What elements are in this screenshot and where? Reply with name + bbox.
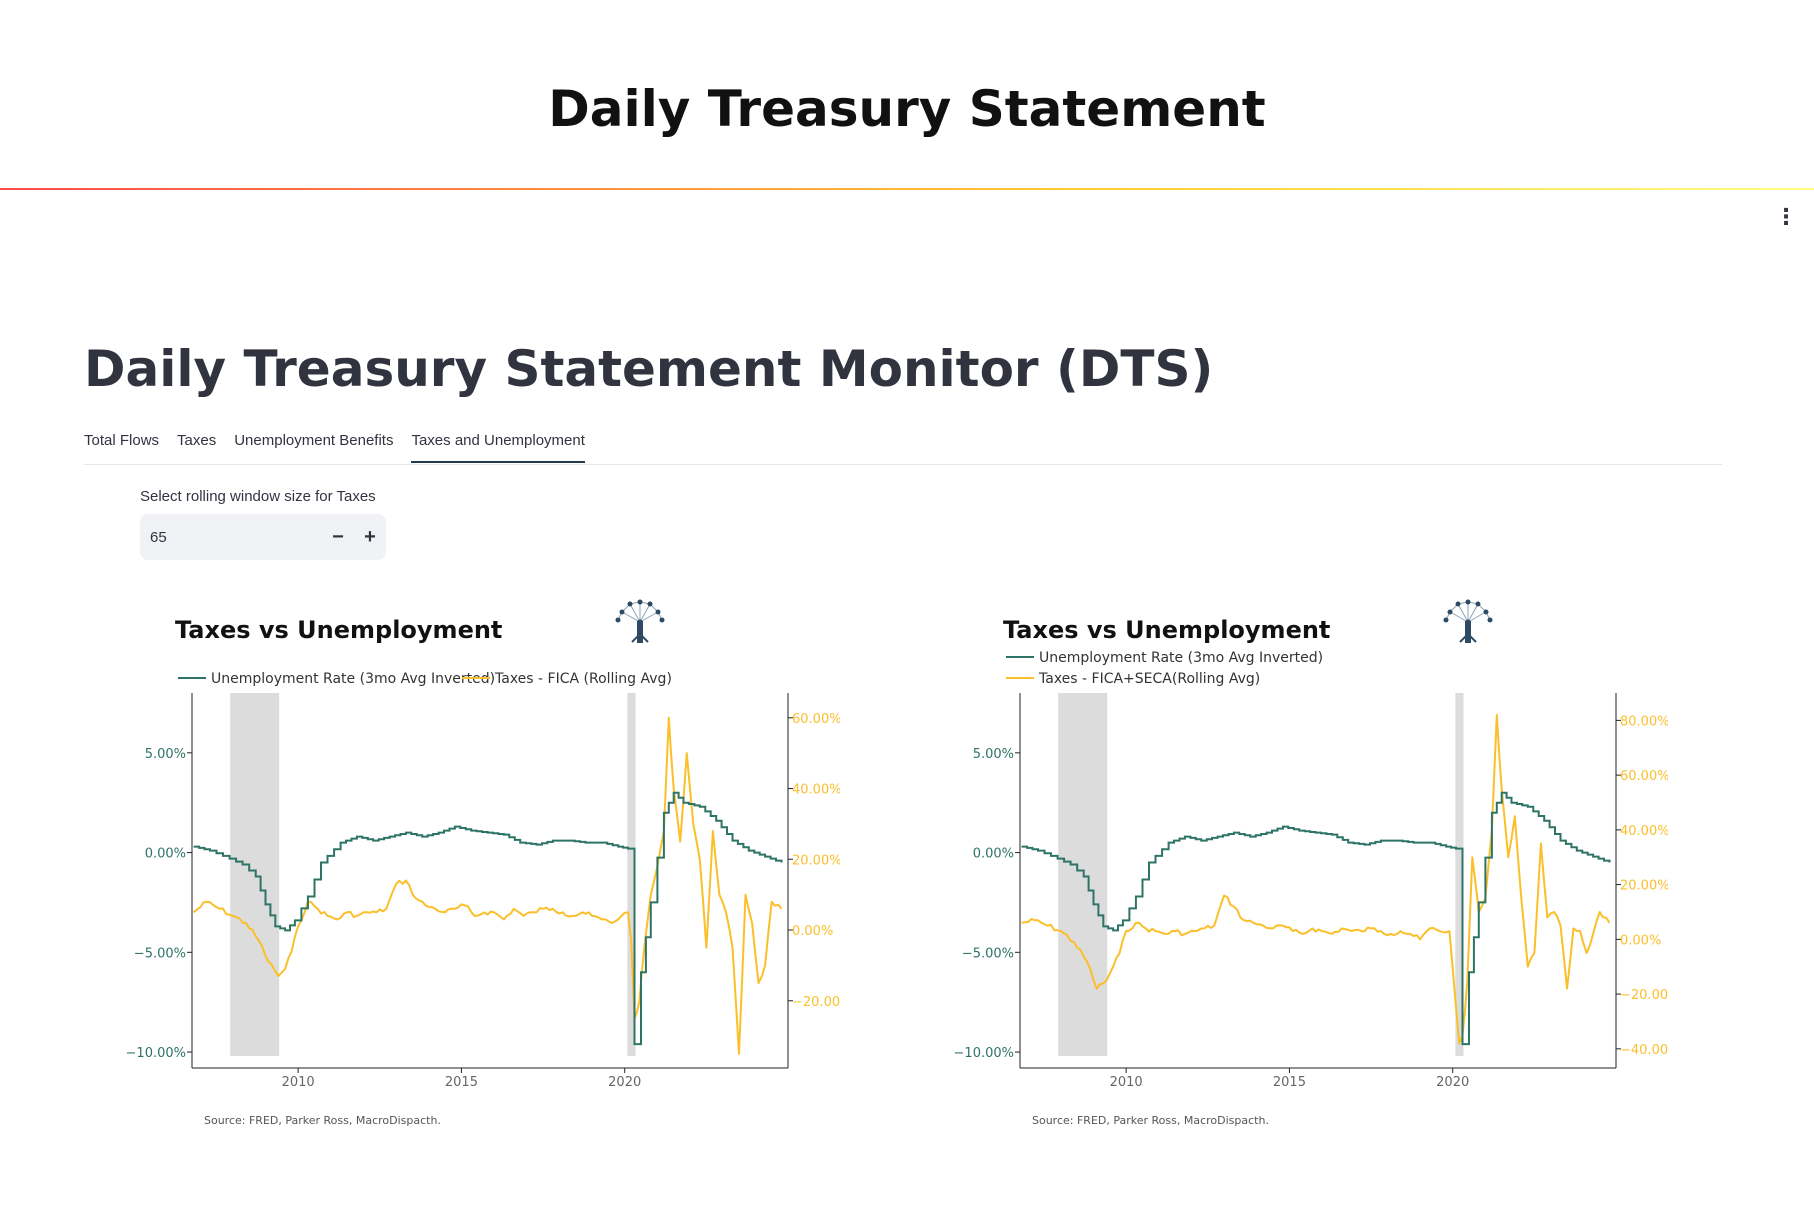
x-tick-label: 2010 (282, 1075, 315, 1090)
tab-unemployment-benefits[interactable]: Unemployment Benefits (234, 432, 394, 449)
x-tick-label: 2015 (445, 1075, 478, 1090)
rolling-window-input[interactable] (140, 527, 322, 547)
kebab-menu-icon[interactable]: ⋮ (1775, 204, 1797, 229)
tree-network-logo-icon (615, 599, 665, 643)
y-right-tick-label: 0.00% (792, 924, 833, 939)
tab-taxes-and-unemployment[interactable]: Taxes and Unemployment (411, 428, 585, 463)
series-line-taxes (192, 716, 783, 1055)
decrement-button[interactable]: − (332, 525, 344, 548)
y-left-tick-label: 5.00% (973, 747, 1014, 762)
tree-trunk (1459, 621, 1477, 643)
chart-source-note: Source: FRED, Parker Ross, MacroDispacth… (1032, 1114, 1269, 1127)
rolling-window-stepper: − + (140, 514, 386, 560)
y-left-tick-label: −5.00% (962, 946, 1014, 961)
chart-taxes-fica: Taxes vs Unemployment Unemployment Rate (… (120, 590, 840, 1140)
y-left-tick-label: 0.00% (973, 847, 1014, 862)
legend-label-taxes: Taxes - FICA+SECA(Rolling Avg) (1038, 671, 1260, 687)
y-left-tick-label: −10.00% (954, 1046, 1014, 1061)
legend-label-taxes: Taxes - FICA (Rolling Avg) (494, 671, 672, 687)
y-right-tick-label: 40.00% (792, 783, 840, 798)
chart-title: Taxes vs Unemployment (1003, 616, 1330, 644)
y-right-tick-label: 0.00% (1620, 933, 1661, 948)
y-left-tick-label: −5.00% (134, 946, 186, 961)
y-left-tick-label: 0.00% (145, 847, 186, 862)
legend-label-unemployment: Unemployment Rate (3mo Avg Inverted) (1039, 650, 1323, 666)
y-right-tick-label: −20.00% (1620, 988, 1668, 1003)
tab-total-flows[interactable]: Total Flows (84, 432, 160, 449)
rolling-window-label: Select rolling window size for Taxes (140, 488, 376, 505)
y-right-tick-label: 20.00% (1620, 879, 1668, 894)
chart-source-note: Source: FRED, Parker Ross, MacroDispacth… (204, 1114, 441, 1127)
y-right-tick-label: 80.00% (1620, 714, 1668, 729)
series-line-unemployment (193, 791, 783, 1046)
chart-taxes-fica-seca: Taxes vs Unemployment Unemployment Rate (… (948, 590, 1668, 1140)
y-right-tick-label: −20.00% (792, 995, 840, 1010)
x-tick-label: 2020 (608, 1075, 641, 1090)
chart-title: Taxes vs Unemployment (175, 616, 502, 644)
y-right-tick-label: −40.00% (1620, 1043, 1668, 1058)
y-left-tick-label: 5.00% (145, 747, 186, 762)
tab-bar: Total Flows Taxes Unemployment Benefits … (84, 428, 1722, 465)
increment-button[interactable]: + (364, 525, 376, 548)
header-decoration-line (0, 188, 1814, 190)
recession-band (1455, 693, 1464, 1056)
y-right-tick-label: 60.00% (1620, 769, 1668, 784)
chart-svg: Taxes vs Unemployment Unemployment Rate (… (126, 599, 840, 1127)
tree-trunk (631, 621, 649, 643)
recession-band (627, 693, 636, 1056)
legend-label-unemployment: Unemployment Rate (3mo Avg Inverted) (211, 671, 495, 687)
x-tick-label: 2010 (1110, 1075, 1143, 1090)
chart-svg: Taxes vs Unemployment Unemployment Rate (… (954, 599, 1668, 1127)
y-right-tick-label: 60.00% (792, 712, 840, 727)
x-tick-label: 2015 (1273, 1075, 1306, 1090)
y-right-tick-label: 20.00% (792, 853, 840, 868)
y-left-tick-label: −10.00% (126, 1046, 186, 1061)
page-heading: Daily Treasury Statement Monitor (DTS) (84, 340, 1214, 398)
y-right-tick-label: 40.00% (1620, 824, 1668, 839)
tree-network-logo-icon (1443, 599, 1493, 643)
series-line-taxes (1021, 713, 1611, 1045)
app-title: Daily Treasury Statement (548, 80, 1266, 138)
series-line-unemployment (1021, 791, 1611, 1046)
tab-taxes[interactable]: Taxes (177, 432, 217, 449)
x-tick-label: 2020 (1436, 1075, 1469, 1090)
